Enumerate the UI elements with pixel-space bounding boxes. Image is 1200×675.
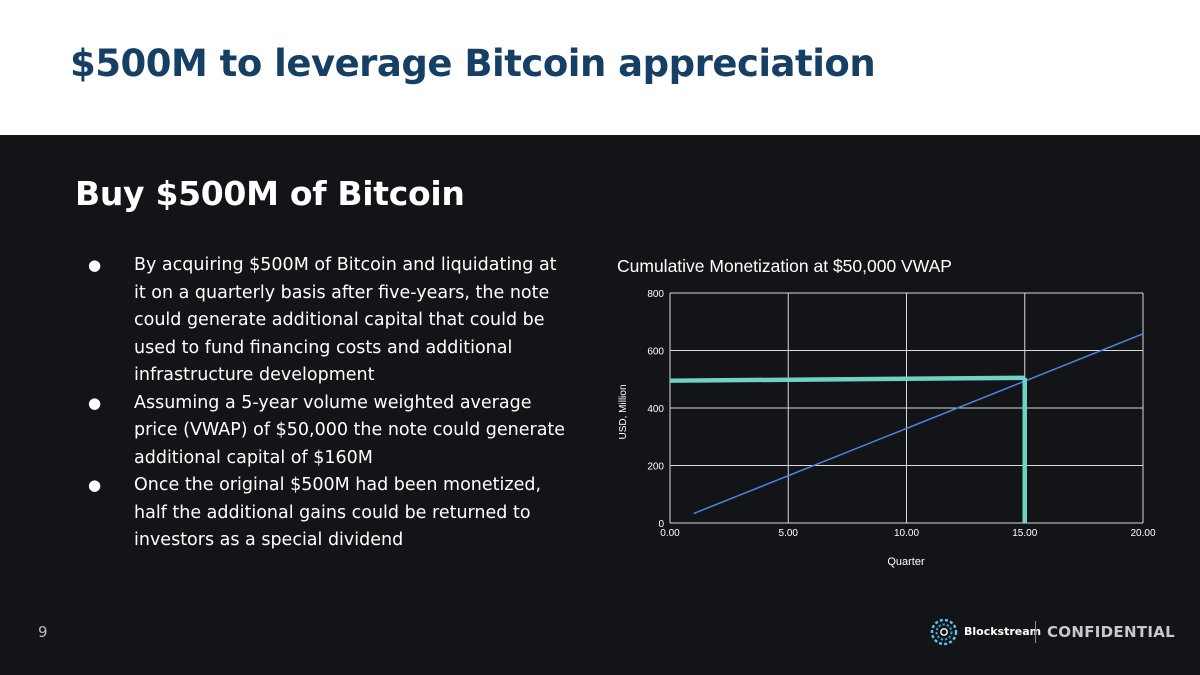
bullet-icon: ● <box>88 476 102 494</box>
x-tick-label: 0.00 <box>660 528 680 539</box>
y-tick-label: 400 <box>647 404 664 415</box>
x-tick-label: 15.00 <box>1012 528 1037 539</box>
threshold-line <box>669 375 1025 383</box>
bullet-text: Once the original $500M had been monetiz… <box>134 475 542 550</box>
brand-name: Blockstream <box>964 625 1042 638</box>
y-tick-label: 600 <box>647 347 664 358</box>
y-tick-label: 0 <box>658 519 664 530</box>
section-title: Buy $500M of Bitcoin <box>75 174 465 213</box>
y-tick-label: 800 <box>647 289 664 300</box>
header-bar: $500M to leverage Bitcoin appreciation <box>0 0 1200 135</box>
chart-annotations <box>669 375 1027 523</box>
series-line <box>693 333 1144 515</box>
y-axis-label: USD, Million <box>618 384 629 439</box>
chart-title: Cumulative Monetization at $50,000 VWAP <box>617 256 952 276</box>
monetization-chart: Cumulative Monetization at $50,000 VWAP … <box>617 256 1156 568</box>
blockstream-logo-icon <box>930 618 958 646</box>
bullet-icon: ● <box>88 393 102 412</box>
page-number: 9 <box>38 623 48 641</box>
bullet-icon: ● <box>88 256 102 274</box>
bullet-item: ● By acquiring $500M of Bitcoin and liqu… <box>88 252 568 390</box>
x-axis-label: Quarter <box>887 556 925 568</box>
x-tick-label: 10.00 <box>894 528 919 539</box>
x-tick-label: 5.00 <box>779 528 799 539</box>
bullet-text: Assuming a 5-year volume weighted averag… <box>134 392 566 468</box>
chart-series <box>693 333 1144 515</box>
chart-container: Cumulative Monetization at $50,000 VWAP … <box>610 250 1170 580</box>
bullet-text: By acquiring $500M of Bitcoin and liquid… <box>134 255 557 385</box>
bullet-item: ● Assuming a 5-year volume weighted aver… <box>88 390 568 473</box>
slide-title: $500M to leverage Bitcoin appreciation <box>70 42 876 85</box>
chart-grid <box>669 292 1144 524</box>
chart-ticks: 0 200 400 600 800 0.00 5.00 10.00 15.00 20.00 <box>647 289 1156 539</box>
bullet-item: ● Once the original $500M had been monet… <box>88 472 568 555</box>
confidential-label: CONFIDENTIAL <box>1047 623 1175 641</box>
footer-divider <box>1035 621 1036 643</box>
x-tick-label: 20.00 <box>1130 528 1155 539</box>
y-tick-label: 200 <box>647 462 664 473</box>
bullet-list: ● By acquiring $500M of Bitcoin and liqu… <box>88 252 568 555</box>
